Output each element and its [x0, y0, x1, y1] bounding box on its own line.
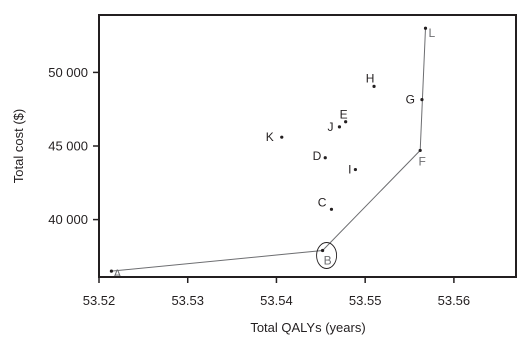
point-label-g: G: [406, 93, 415, 107]
point-label-a: A: [113, 267, 121, 281]
data-point-e: [344, 120, 348, 124]
x-tick-label: 53.53: [171, 293, 204, 308]
point-label-e: E: [340, 108, 348, 122]
point-label-k: K: [266, 130, 274, 144]
point-label-b: B: [324, 254, 332, 268]
frontier-line-layer: [111, 28, 426, 272]
data-point-f: [418, 148, 422, 153]
y-tick-label: 45 000: [48, 139, 88, 154]
data-point-c: [329, 207, 334, 211]
data-point-j: [337, 125, 342, 129]
x-tick-label: 53.54: [260, 293, 293, 308]
data-point-i: [353, 167, 358, 172]
data-point-h: [372, 84, 376, 88]
data-point-l: [423, 26, 428, 30]
point-label-c: C: [318, 195, 327, 209]
y-tick-label: 50 000: [48, 65, 88, 80]
data-point-b: [320, 248, 325, 253]
point-label-j: J: [327, 120, 333, 134]
points-layer: A B C D E F G H I J K L: [109, 26, 436, 281]
point-label-f: F: [419, 154, 426, 168]
point-label-l: L: [429, 26, 436, 40]
x-tick-label: 53.56: [438, 293, 471, 308]
y-tick-label: 40 000: [48, 212, 88, 227]
x-tick-label: 53.55: [349, 293, 382, 308]
x-axis-title: Total QALYs (years): [250, 320, 365, 335]
data-point-a: [109, 269, 114, 273]
point-label-d: D: [313, 149, 322, 163]
x-tick-label: 53.52: [83, 293, 116, 308]
axes: [98, 14, 517, 278]
highlight-ring-b: [316, 242, 338, 269]
point-label-i: I: [348, 163, 351, 177]
data-point-g: [420, 98, 424, 102]
plot-frame: [98, 14, 517, 278]
y-axis-title: Total cost ($): [11, 109, 26, 183]
data-point-k: [280, 135, 284, 139]
efficiency-frontier-line: [111, 28, 426, 272]
tick-layer: 53.52 53.53 53.54 53.55 53.56 40 000 45 000 50 …: [48, 65, 470, 308]
point-label-h: H: [366, 71, 375, 85]
data-point-d: [323, 156, 327, 160]
